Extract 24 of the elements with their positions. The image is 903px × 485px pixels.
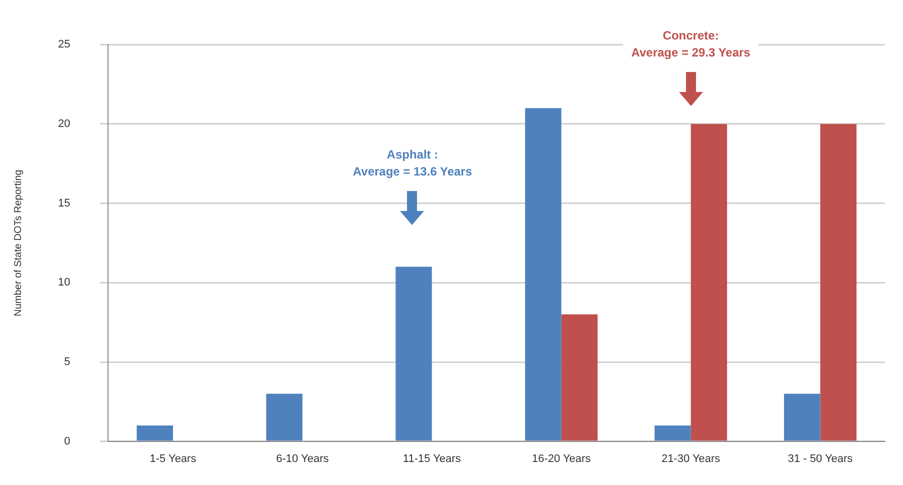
x-tick-label: 31 - 50 Years bbox=[788, 453, 854, 466]
y-tick-label: 10 bbox=[58, 276, 70, 289]
y-axis-title: Number of State DOTs Reporting bbox=[12, 170, 24, 316]
y-tick-label: 5 bbox=[64, 356, 70, 368]
y-tick-label: 0 bbox=[64, 435, 70, 448]
bar bbox=[820, 124, 857, 441]
bar bbox=[396, 266, 432, 441]
bar bbox=[784, 394, 820, 441]
y-tick-label: 25 bbox=[58, 38, 70, 51]
bar bbox=[266, 394, 302, 441]
x-tick-label: 16-20 Years bbox=[532, 453, 592, 466]
x-tick-label: 1-5 Years bbox=[150, 453, 197, 466]
y-tick-label: 20 bbox=[58, 118, 70, 130]
x-tick-label: 21-30 Years bbox=[661, 453, 721, 466]
bar bbox=[561, 314, 598, 441]
bar bbox=[525, 108, 562, 441]
bar bbox=[136, 426, 173, 441]
annotation: Asphalt : Average = 13.6 Years bbox=[352, 147, 472, 178]
x-tick-label: 6-10 Years bbox=[276, 453, 330, 466]
y-tick-label: 15 bbox=[58, 197, 70, 210]
annotation: Concrete: Average = 29.3 Years bbox=[631, 28, 751, 60]
bar bbox=[654, 426, 691, 441]
bar bbox=[690, 124, 728, 441]
x-tick-label: 11-15 Years bbox=[402, 453, 462, 466]
